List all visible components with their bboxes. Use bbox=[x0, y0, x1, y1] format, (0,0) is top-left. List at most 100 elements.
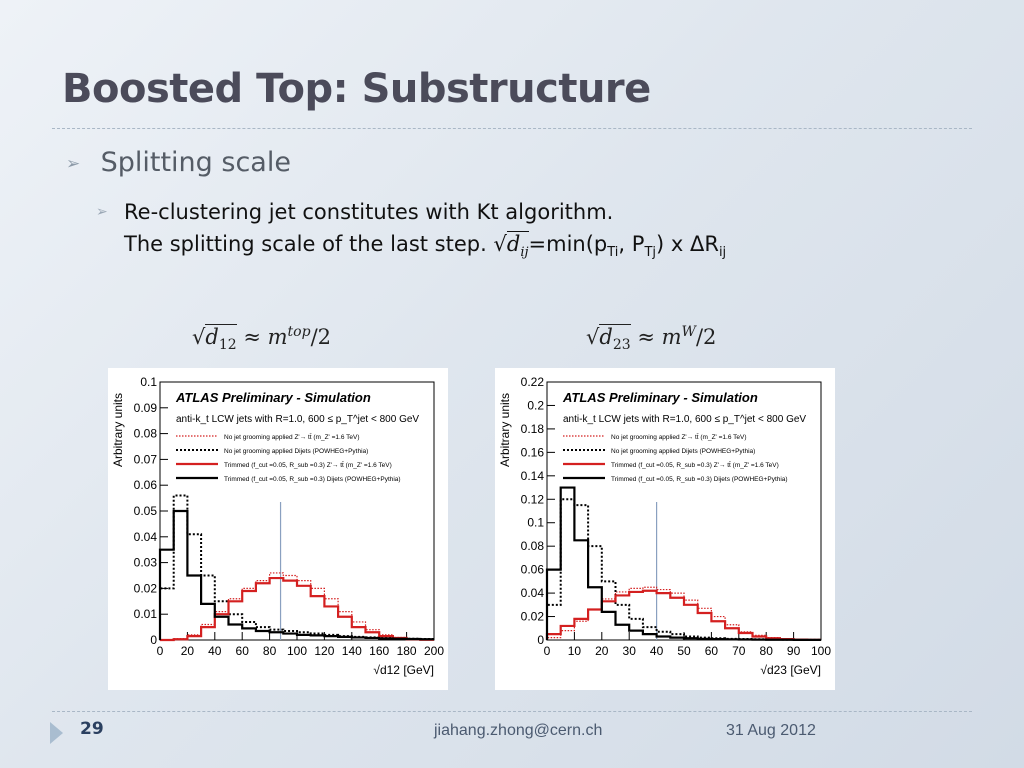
y-tick-label: 0 bbox=[150, 633, 157, 647]
x-tick-label: 180 bbox=[397, 644, 417, 658]
x-tick-label: 160 bbox=[369, 644, 389, 658]
x-tick-label: 30 bbox=[623, 644, 637, 658]
footer-divider bbox=[52, 711, 972, 712]
bullet-line-1: Re-clustering jet constitutes with Kt al… bbox=[124, 200, 614, 224]
x-tick-label: 80 bbox=[263, 644, 277, 658]
legend-entry: Trimmed (f_cut =0.05, R_sub =0.3) Z'→ tt… bbox=[611, 461, 779, 469]
d23-sup: W bbox=[681, 324, 696, 340]
dij-subscript: ij bbox=[520, 245, 529, 261]
slide-title: Boosted Top: Substructure bbox=[62, 66, 651, 112]
series-line-red-dotted bbox=[160, 572, 434, 641]
plot-panel-d23: 0 0.02 0.04 0.06 0.08 0.1 0.12 0.14 0.16 0.18 0.2 0… bbox=[495, 368, 835, 690]
bullet-line-2: The splitting scale of the last step. √d… bbox=[124, 228, 726, 269]
y-tick-label: 0.02 bbox=[521, 610, 545, 624]
x-tick-label: 0 bbox=[544, 644, 551, 658]
y-tick-label: 0.08 bbox=[521, 539, 545, 553]
bullet-level2: ➢ Re-clustering jet constitutes with Kt … bbox=[96, 196, 726, 269]
formula-sub-ti: Ti bbox=[607, 245, 619, 261]
x-tick-label: 120 bbox=[314, 644, 334, 658]
d23-approx: ≈ m bbox=[637, 325, 682, 349]
x-tick-label: 50 bbox=[677, 644, 691, 658]
y-tick-label: 0.1 bbox=[140, 375, 157, 389]
d12-symbol: d bbox=[205, 325, 219, 349]
y-axis-label: Arbitrary units bbox=[498, 393, 512, 467]
footer-date: 31 Aug 2012 bbox=[726, 722, 816, 739]
x-tick-label: 10 bbox=[568, 644, 582, 658]
title-divider bbox=[52, 128, 972, 129]
d12-sub: 12 bbox=[218, 337, 237, 354]
chart-subtitle: anti-k_t LCW jets with R=1.0, 600 ≤ p_T^… bbox=[563, 414, 806, 425]
x-tick-label: 60 bbox=[705, 644, 719, 658]
formula-comma: , P bbox=[618, 232, 645, 256]
y-tick-label: 0.01 bbox=[134, 607, 158, 621]
x-tick-label: 40 bbox=[208, 644, 222, 658]
x-tick-label: 140 bbox=[342, 644, 362, 658]
legend-entry: No jet grooming applied Dijets (POWHEG+P… bbox=[611, 448, 755, 455]
series-line-red-solid bbox=[545, 589, 821, 641]
y-tick-label: 0 bbox=[537, 633, 544, 647]
formula-min: =min(p bbox=[528, 232, 608, 256]
y-tick-label: 0.04 bbox=[134, 530, 158, 544]
legend-entry: Trimmed (f_cut =0.05, R_sub =0.3) Z'→ tt… bbox=[224, 461, 392, 469]
d12-approx: ≈ m bbox=[243, 325, 288, 349]
y-tick-label: 0.09 bbox=[134, 401, 158, 415]
chart-title: ATLAS Preliminary - Simulation bbox=[562, 390, 758, 405]
x-axis-label: √d23 [GeV] bbox=[760, 663, 821, 677]
y-tick-label: 0.04 bbox=[521, 586, 545, 600]
chart-subtitle: anti-k_t LCW jets with R=1.0, 600 ≤ p_T^… bbox=[176, 414, 419, 425]
dij-symbol: d bbox=[506, 232, 521, 256]
bullet-level1-text: Splitting scale bbox=[100, 147, 291, 178]
y-tick-label: 0.03 bbox=[134, 556, 158, 570]
legend-entry: No jet grooming applied Dijets (POWHEG+P… bbox=[224, 448, 368, 455]
footer-email: jiahang.zhong@cern.ch bbox=[434, 722, 603, 739]
d23-tail: /2 bbox=[695, 325, 717, 349]
d12-sup: top bbox=[287, 324, 311, 340]
bullet-level1: ➢ Splitting scale bbox=[66, 147, 291, 178]
x-tick-label: 90 bbox=[787, 644, 801, 658]
y-tick-label: 0.1 bbox=[527, 516, 544, 530]
chart-d23: 0 0.02 0.04 0.06 0.08 0.1 0.12 0.14 0.16 0.18 0.2 0… bbox=[498, 375, 831, 677]
x-tick-label: 20 bbox=[181, 644, 195, 658]
series-line-black-solid bbox=[158, 509, 434, 641]
y-tick-label: 0.16 bbox=[521, 445, 545, 459]
y-tick-label: 0.2 bbox=[527, 398, 544, 412]
x-tick-label: 40 bbox=[650, 644, 664, 658]
d23-symbol: d bbox=[599, 325, 613, 349]
series-line-red-dotted bbox=[546, 586, 821, 641]
formula-deltar: ) x ΔR bbox=[656, 232, 719, 256]
formula-d12: √d12 ≈ mtop/2 bbox=[192, 324, 332, 354]
legend-entry: Trimmed (f_cut =0.05, R_sub =0.3) Dijets… bbox=[224, 476, 401, 483]
x-tick-label: 200 bbox=[424, 644, 444, 658]
x-tick-label: 70 bbox=[732, 644, 746, 658]
plot-panel-d12: 0 0.01 0.02 0.03 0.04 0.05 0.06 0.07 0.08 0.09 0.1… bbox=[108, 368, 448, 690]
legend-entry: Trimmed (f_cut =0.05, R_sub =0.3) Dijets… bbox=[611, 476, 788, 483]
x-tick-label: 0 bbox=[157, 644, 164, 658]
y-tick-label: 0.06 bbox=[521, 563, 545, 577]
x-tick-label: 60 bbox=[236, 644, 250, 658]
bullet-line-2-text: The splitting scale of the last step. bbox=[124, 232, 487, 256]
y-tick-label: 0.12 bbox=[521, 492, 545, 506]
series-line-black-solid bbox=[545, 486, 821, 641]
bullet-arrow-icon: ➢ bbox=[96, 204, 108, 220]
y-tick-label: 0.07 bbox=[134, 452, 158, 466]
page-number: 29 bbox=[80, 719, 104, 739]
y-axis-label: Arbitrary units bbox=[111, 393, 125, 467]
bullet-arrow-icon: ➢ bbox=[66, 153, 81, 174]
y-tick-label: 0.18 bbox=[521, 422, 545, 436]
d23-sub: 23 bbox=[612, 337, 631, 354]
x-tick-label: 80 bbox=[760, 644, 774, 658]
formula-sub-tj: Tj bbox=[644, 245, 656, 261]
chart-d12: 0 0.01 0.02 0.03 0.04 0.05 0.06 0.07 0.08 0.09 0.1… bbox=[111, 375, 444, 677]
legend-entry: No jet grooming applied Z'→ tt̄ (m_Z' =1… bbox=[224, 433, 360, 441]
d12-tail: /2 bbox=[310, 325, 332, 349]
series-line-red-solid bbox=[160, 576, 434, 642]
y-tick-label: 0.06 bbox=[134, 478, 158, 492]
formula-d23: √d23 ≈ mW/2 bbox=[586, 324, 717, 354]
y-tick-label: 0.02 bbox=[134, 581, 158, 595]
y-tick-label: 0.05 bbox=[134, 504, 158, 518]
chart-title: ATLAS Preliminary - Simulation bbox=[175, 390, 371, 405]
y-tick-label: 0.22 bbox=[521, 375, 545, 389]
series-line-black-dotted bbox=[159, 494, 434, 640]
legend-entry: No jet grooming applied Z'→ tt̄ (m_Z' =1… bbox=[611, 433, 747, 441]
